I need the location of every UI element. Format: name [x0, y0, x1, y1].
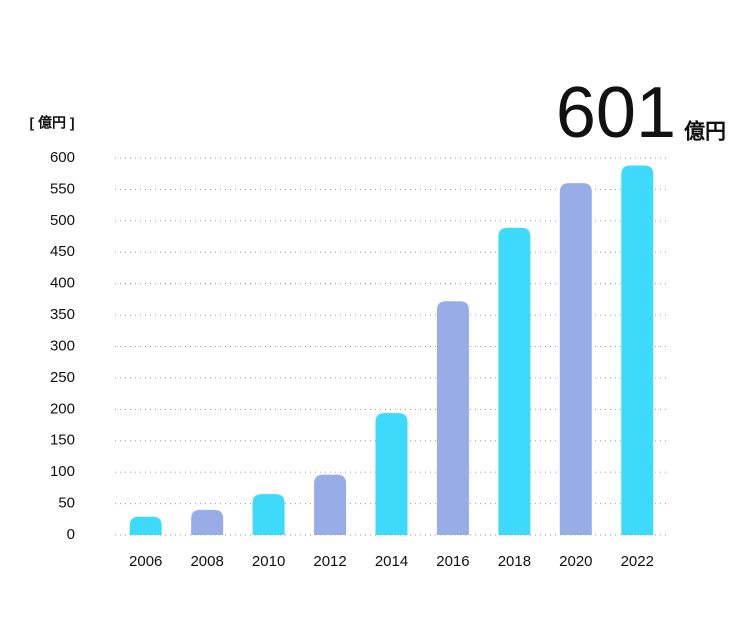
headline-number: 601: [556, 73, 676, 153]
y-tick-label: 250: [50, 369, 75, 386]
x-tick-label: 2012: [313, 553, 346, 570]
y-tick-label: 600: [50, 149, 75, 166]
bar: [621, 165, 654, 536]
x-tick-label: 2006: [129, 553, 162, 570]
bar: [129, 516, 162, 535]
bar: [375, 413, 408, 535]
x-tick-label: 2016: [436, 553, 469, 570]
y-tick-label: 450: [50, 243, 75, 260]
x-tick-label: 2014: [375, 553, 408, 570]
y-tick-label: 350: [50, 306, 75, 323]
y-tick-label: 150: [50, 432, 75, 449]
bar: [191, 509, 224, 535]
x-tick-label: 2022: [621, 553, 654, 570]
y-tick-label: 400: [50, 275, 75, 292]
y-tick-label: 100: [50, 463, 75, 480]
x-tick-label: 2008: [190, 553, 223, 570]
x-tick-label: 2010: [252, 553, 285, 570]
bar: [314, 474, 347, 535]
bar: [559, 183, 592, 535]
bar: [252, 494, 285, 535]
x-tick-label: 2018: [498, 553, 531, 570]
y-tick-label: 550: [50, 180, 75, 197]
headline-unit: 億円: [684, 120, 726, 144]
y-tick-label: 300: [50, 337, 75, 354]
x-tick-label: 2020: [559, 553, 592, 570]
y-tick-label: 500: [50, 212, 75, 229]
y-axis-unit: [ 億円 ]: [29, 115, 74, 131]
y-tick-label: 0: [67, 526, 75, 543]
bar: [498, 227, 531, 535]
bar: [436, 301, 469, 535]
y-tick-label: 50: [58, 495, 75, 512]
y-tick-label: 200: [50, 400, 75, 417]
